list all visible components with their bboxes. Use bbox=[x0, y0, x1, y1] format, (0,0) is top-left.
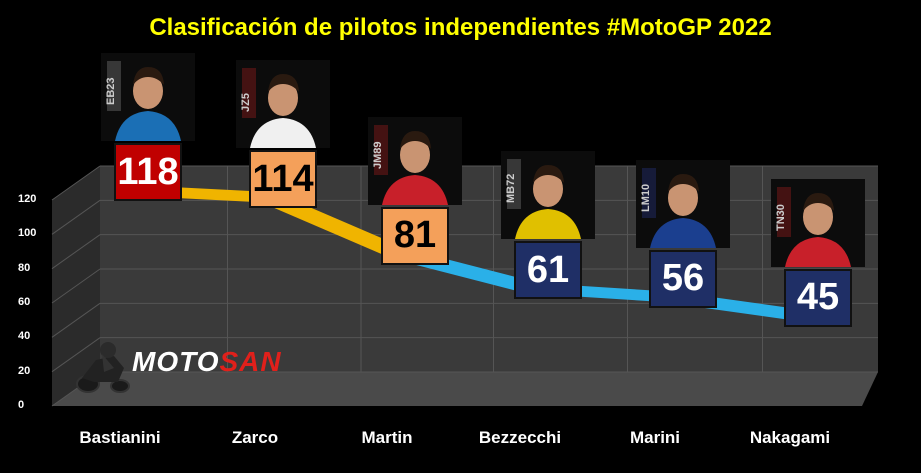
plate-number: EB23 bbox=[105, 78, 117, 106]
x-category-label: Zarco bbox=[231, 428, 279, 447]
rider-photo: MB72 bbox=[501, 151, 595, 240]
plate-number: JZ5 bbox=[240, 93, 252, 112]
gridline-side bbox=[51, 165, 101, 201]
x-category-label: Bezzecchi bbox=[478, 428, 562, 447]
x-category-label: Nakagami bbox=[749, 428, 831, 447]
value-label-box: 114 bbox=[249, 150, 317, 209]
floor bbox=[52, 372, 878, 406]
plate-number: LM10 bbox=[640, 184, 652, 212]
series-segment bbox=[261, 192, 407, 259]
y-tick-label: 80 bbox=[18, 261, 31, 274]
y-tick-label: 60 bbox=[18, 296, 31, 308]
value-label-box: 118 bbox=[114, 143, 182, 202]
rider-photo: JZ5 bbox=[236, 60, 330, 149]
y-tick-label: 0 bbox=[18, 399, 25, 411]
rider-photo: TN30 bbox=[771, 178, 865, 267]
gridline-side bbox=[51, 199, 101, 235]
x-category-label: Bastianini bbox=[79, 428, 161, 447]
value-label-box: 81 bbox=[381, 206, 449, 265]
logo-text-a: MOTO bbox=[132, 346, 220, 377]
logo-text-b: SAN bbox=[219, 346, 282, 377]
value-label-box: 61 bbox=[514, 241, 582, 300]
plate-number: TN30 bbox=[775, 204, 787, 231]
rider-photo: JM89 bbox=[368, 116, 462, 205]
value-label-box: 56 bbox=[649, 249, 717, 308]
gridline-side bbox=[51, 234, 101, 270]
value-label-box: 45 bbox=[784, 268, 852, 327]
y-tick-label: 40 bbox=[18, 330, 31, 343]
motosan-logo: MOTOSAN bbox=[132, 346, 282, 378]
gridline-side bbox=[51, 337, 101, 373]
chart-title: Clasificación de pilotos independientes … bbox=[149, 14, 772, 41]
gridline-side bbox=[51, 302, 101, 338]
y-tick-label: 20 bbox=[18, 364, 31, 377]
rider-photo: EB23 bbox=[101, 53, 195, 142]
x-category-label: Martin bbox=[361, 428, 413, 447]
x-category-label: Marini bbox=[629, 428, 681, 447]
rider-photo: LM10 bbox=[636, 159, 730, 248]
y-tick-label: 120 bbox=[18, 193, 37, 205]
gridline-side bbox=[51, 268, 101, 304]
plate-number: MB72 bbox=[505, 174, 517, 203]
motorcycle-icon bbox=[76, 342, 130, 393]
plate-number: JM89 bbox=[372, 141, 384, 169]
y-tick-label: 100 bbox=[18, 227, 37, 240]
